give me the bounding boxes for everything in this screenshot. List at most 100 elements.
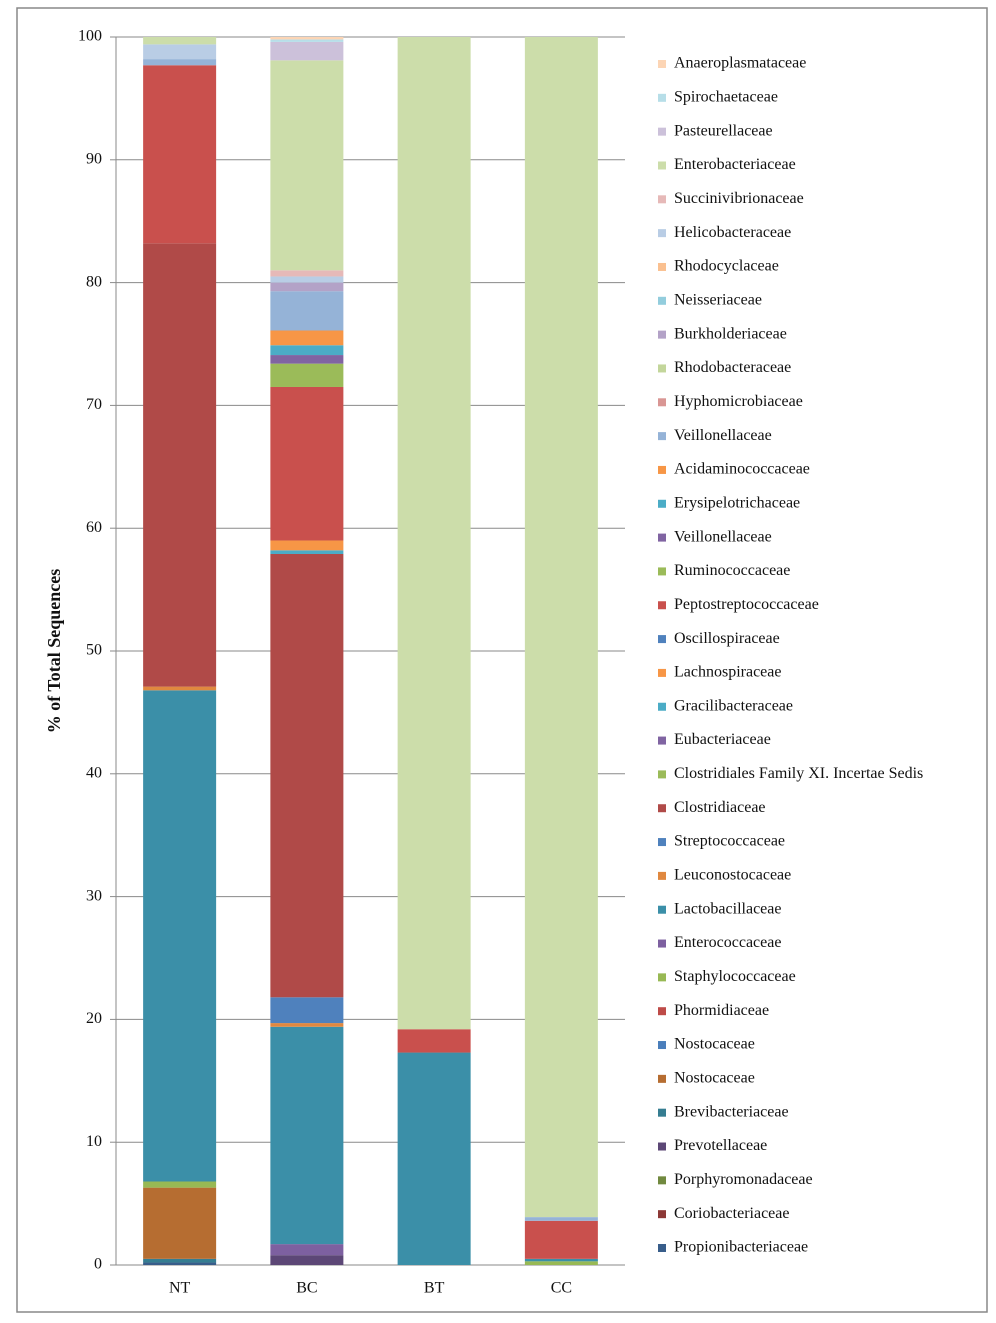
legend-label: Neisseriaceae [674,291,762,308]
bar-segment [270,1023,344,1027]
legend-label: Erysipelotrichaceae [674,494,800,511]
legend-swatch [658,432,666,441]
legend-label: Coriobacteriaceae [674,1205,789,1222]
bar-segment [270,355,344,364]
legend-swatch [658,973,666,982]
bar-segment [143,44,217,60]
legend-swatch [658,1007,666,1016]
legend-swatch [658,1074,666,1083]
bar-segment [143,1181,217,1188]
bar-segment [270,1026,344,1245]
bar-segment [143,243,217,687]
legend-swatch [658,93,666,102]
legend-swatch [658,533,666,542]
y-tick-label: 70 [86,396,102,413]
legend-swatch [658,330,666,339]
legend-swatch [658,161,666,170]
legend-label: Hyphomicrobiaceae [674,393,803,410]
legend-swatch [658,60,666,68]
legend-label: Pasteurellaceae [674,122,773,139]
legend-swatch [658,702,666,711]
bar-segment [270,330,344,346]
y-axis-label: % of Total Sequences [44,569,64,734]
y-tick-label: 90 [86,150,102,167]
legend-swatch [658,567,666,576]
legend-swatch [658,838,666,847]
legend-swatch [658,398,666,407]
y-tick-label: 60 [86,519,102,536]
legend-swatch [658,871,666,880]
bar-segment [270,553,344,998]
legend-swatch [658,296,666,305]
bar-segment [397,1052,471,1265]
bar-segment [143,1187,217,1259]
legend-label: Veillonellaceae [674,427,772,444]
legend-label: Enterococcaceae [674,934,781,951]
legend-swatch [658,905,666,914]
legend-label: Propionibacteriaceae [674,1239,808,1256]
x-tick-label: BC [296,1280,317,1297]
legend-label: Rhodobacteraceae [674,359,791,376]
legend-label: Enterobacteriaceae [674,156,796,173]
bar-segment [270,291,344,331]
legend-label: Gracilibacteraceae [674,697,793,714]
legend-label: Oscillospiraceae [674,630,780,647]
bar-segment [143,37,217,45]
bar-segment [270,276,344,283]
legend-swatch [658,736,666,745]
bar-segment [143,59,217,66]
bar-segment [270,997,344,1024]
legend-swatch [658,364,666,373]
legend-swatch [658,1210,666,1219]
legend-label: Nostocaceae [674,1070,755,1087]
legend-label: Anaeroplasmataceae [674,55,806,72]
x-tick-label: CC [551,1280,572,1297]
legend-label: Lactobacillaceae [674,900,781,917]
bar-segment [270,37,344,40]
bar-segment [270,363,344,387]
legend-label: Phormidiaceae [674,1002,769,1019]
bar-segment [270,550,344,554]
bar-segment [524,1258,598,1262]
bar-segment [270,270,344,277]
legend-label: Clostridiaceae [674,799,766,816]
bar-segment [524,1261,598,1265]
legend-label: Leuconostocaceae [674,867,791,884]
bar-segment [143,65,217,244]
bar-segment [143,690,217,1182]
legend-swatch [658,1176,666,1185]
legend-swatch [658,1108,666,1117]
legend-swatch [658,601,666,610]
bar-segment [270,282,344,292]
bar-segment [270,1255,344,1265]
bar-segment [524,1217,598,1221]
legend-label: Clostridiales Family XI. Incertae Sedis [674,765,923,782]
legend-label: Streptococcaceae [674,833,785,850]
legend-swatch [658,465,666,474]
bar-segment [270,386,344,541]
legend-label: Porphyromonadaceae [674,1171,813,1188]
legend-label: Helicobacteraceae [674,224,791,241]
y-tick-label: 80 [86,273,102,290]
bar-segment [143,1262,217,1265]
legend-label: Ruminococcaceae [674,562,790,579]
legend-swatch [658,229,666,238]
legend-swatch [658,635,666,644]
legend-label: Lachnospiraceae [674,664,781,681]
legend-swatch [658,804,666,813]
legend-label: Nostocaceae [674,1036,755,1053]
legend-swatch [658,127,666,136]
bar-segment [397,37,471,1030]
legend-swatch [658,770,666,779]
bar-segment [270,39,344,42]
bar-segment [524,1220,598,1259]
bar-segment [143,1258,217,1263]
legend-label: Prevotellaceae [674,1137,767,1154]
legend-label: Acidaminococcaceae [674,461,810,478]
legend-label: Succinivibrionaceae [674,190,804,207]
legend-label: Spirochaetaceae [674,89,778,106]
legend-label: Brevibacteriaceae [674,1103,789,1120]
bar-segment [270,60,344,271]
